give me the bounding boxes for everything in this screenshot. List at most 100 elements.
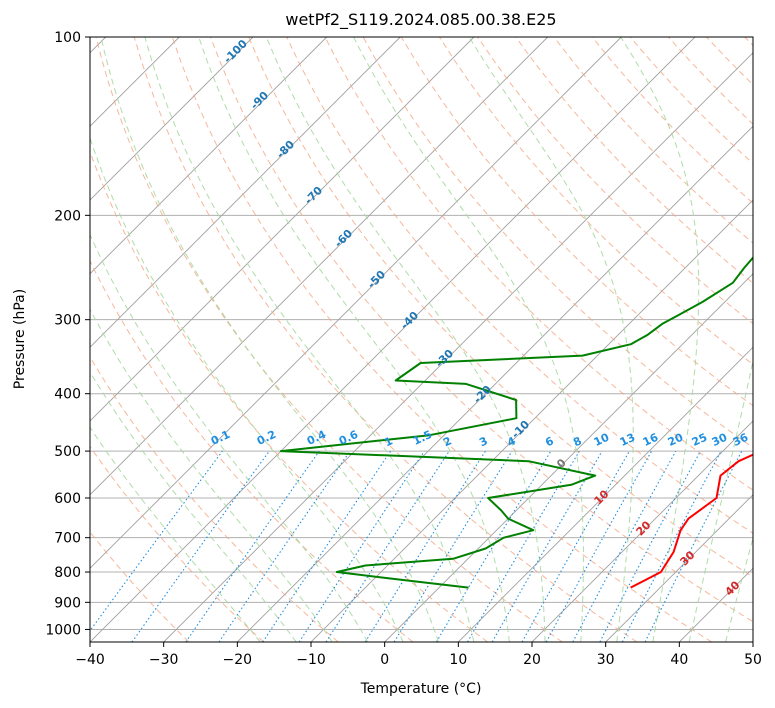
dry-adiabat-line [90,531,190,642]
dry-adiabat-line [95,37,563,642]
dry-adiabat-label: 10 [592,487,612,507]
dry-adiabat-label: -100 [221,37,250,66]
moist-adiabat-line [90,136,404,642]
temperature-profile-line [630,453,753,589]
mixing-ratio-line [90,450,223,632]
dry-adiabat-label: 30 [678,548,698,568]
isotherm-line [678,567,753,642]
mixing-ratio-line [599,450,701,642]
mixing-ratio-line [218,450,351,642]
x-tick-label: 30 [597,652,615,668]
y-axis: 100 200 300 400 500 600 700 800 900 1000 [45,30,90,638]
isotherm-line [605,494,753,642]
y-tick-label: 900 [54,595,81,611]
moist-adiabat-line [144,37,475,642]
dry-adiabat-label: -70 [302,184,325,207]
dewpoint-profile-line [279,256,753,589]
dry-adiabat-line [248,37,753,578]
mixing-ratio-label: 8 [571,434,583,449]
isotherm-line [236,125,753,642]
isotherm-line [90,37,401,348]
x-tick-label: 0 [380,652,389,668]
y-tick-label: 100 [54,30,81,46]
mixing-ratio-label: 13 [618,431,637,449]
mixing-ratio-line [435,450,552,642]
y-tick-label: 300 [54,313,81,329]
moist-adiabat-line [620,37,700,642]
mixing-ratio-label: 6 [543,434,556,449]
moist-adiabat-line [265,37,546,642]
isotherm-line [90,37,328,275]
dry-adiabat-line [515,37,753,284]
isotherm-line [752,641,753,642]
moist-adiabats [90,37,753,642]
x-tick-label: 40 [670,652,688,668]
moist-adiabat-line [468,37,634,642]
isotherm-line [90,37,622,569]
dry-adiabat-line [171,37,712,642]
profiles [279,256,753,589]
y-tick-label: 600 [54,491,81,507]
mixing-ratio-line [262,450,392,642]
isotherm-line [384,273,753,642]
dry-adiabat-line [706,37,753,86]
dry-adiabat-label: -90 [248,89,271,112]
isotherm-line [90,37,696,642]
isotherm-line [163,52,753,642]
x-tick-label: −30 [149,652,179,668]
moist-adiabat-line [198,37,510,642]
moist-adiabat-line [90,426,261,642]
dry-adiabats [90,37,753,642]
mixing-ratio-label: 20 [666,431,686,449]
dry-adiabat-line [90,259,414,642]
y-axis-title: Pressure (hPa) [12,289,28,389]
x-tick-label: 20 [523,652,541,668]
mixing-ratio-label: 25 [690,431,709,449]
mixing-ratio-line [298,450,425,642]
x-tick-label: −10 [296,652,326,668]
dry-adiabat-line [286,37,753,534]
moist-adiabat-line [90,308,333,642]
mixing-ratio-line [131,450,270,642]
mixing-ratio-line [393,450,513,642]
dry-adiabat-label: -30 [433,347,456,370]
mixing-ratio-label: 0.2 [255,428,278,448]
moist-adiabat-line [90,370,297,642]
moist-adiabat-line [725,536,753,642]
mixing-ratio-label: 1 [382,434,394,449]
mixing-ratio-line [185,450,320,642]
mixing-ratio-lines [90,450,743,642]
y-tick-label: 200 [54,208,81,224]
dry-adiabat-line [553,37,753,244]
mixing-ratio-label: 0.1 [209,428,232,448]
mixing-ratio-label: 1.5 [411,428,434,448]
dry-adiabat-label: -40 [398,309,421,332]
moist-adiabat-line [90,233,369,642]
mixing-ratio-line [572,450,677,642]
isotherm-line [531,420,753,642]
mixing-ratio-label: 10 [592,431,612,449]
mixing-ratio-label: 16 [641,431,661,449]
x-tick-label: 50 [744,652,762,668]
isotherm-line [90,37,549,496]
moist-adiabat-line [353,37,584,642]
isotherm-line [310,199,753,642]
dry-adiabat-line [90,445,264,642]
y-tick-label: 400 [54,387,81,403]
dry-adiabat-label: -50 [365,268,388,291]
dry-adiabat-label: -60 [332,227,355,250]
isotherm-line [90,37,475,422]
isotherm-line [457,346,753,642]
dry-adiabat-line [324,37,753,491]
moist-adiabat-line [688,358,753,642]
grid [90,37,753,642]
mixing-ratio-label: 0.6 [337,428,360,448]
y-tick-label: 700 [54,531,81,547]
x-axis: −40 −30 −20 −10 0 10 20 30 40 50 [75,642,762,668]
dry-adiabat-label: -80 [274,138,297,161]
dry-adiabat-line [591,37,753,204]
mixing-ratio-line [644,450,743,642]
y-tick-label: 500 [54,444,81,460]
plot-frame [89,36,754,643]
